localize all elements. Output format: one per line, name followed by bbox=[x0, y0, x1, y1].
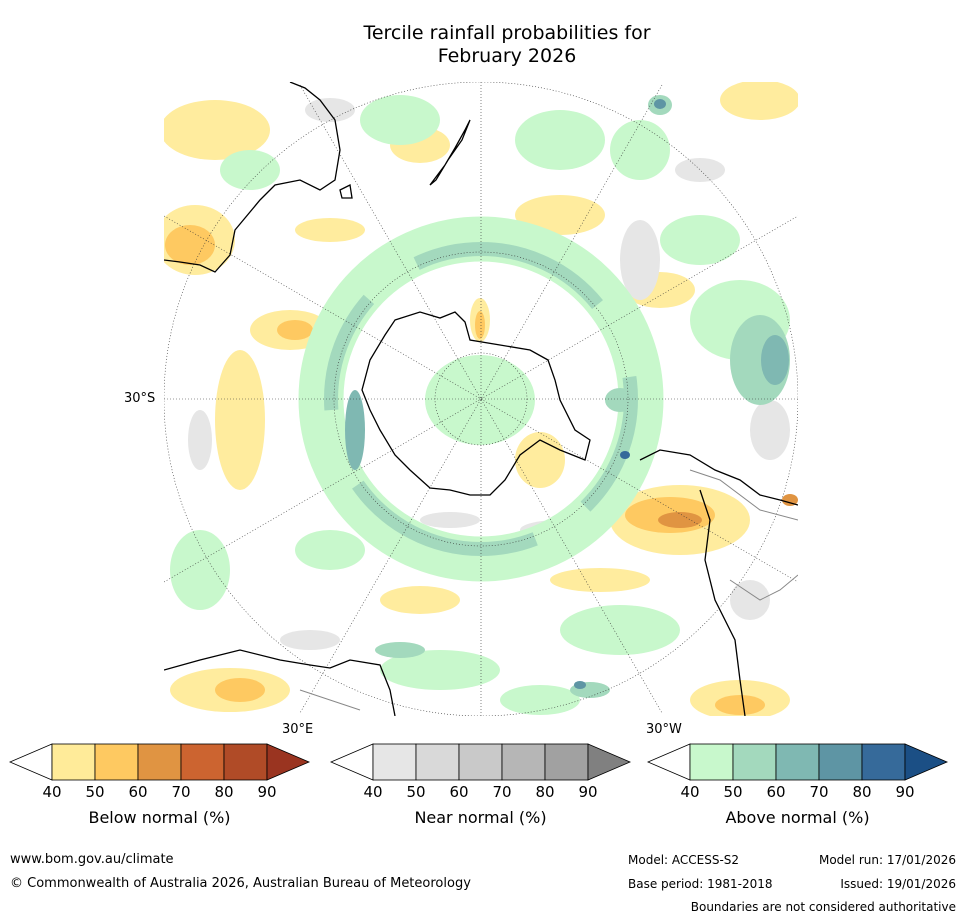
model-run-date: Model run: 17/01/2026 bbox=[818, 853, 956, 867]
colorbar-tick-label: 80 bbox=[852, 783, 872, 801]
map-title: Tercile rainfall probabilities for Febru… bbox=[300, 22, 714, 68]
colorbar-tick-label: 40 bbox=[363, 783, 383, 801]
colorbar-tick-label: 40 bbox=[680, 783, 700, 801]
website-link[interactable]: www.bom.gov.au/climate bbox=[10, 852, 174, 867]
colorbar-title-above: Above normal (%) bbox=[725, 808, 870, 827]
lat-label-30s: 30°S bbox=[124, 391, 156, 406]
title-line-2: February 2026 bbox=[437, 45, 577, 67]
copyright-text: © Commonwealth of Australia 2026, Austra… bbox=[10, 876, 471, 891]
colorbar-tick-label: 50 bbox=[406, 783, 426, 801]
lon-label-30e: 30°E bbox=[282, 722, 314, 737]
colorbar-tick-label: 40 bbox=[42, 783, 62, 801]
colorbar-title-below: Below normal (%) bbox=[88, 808, 231, 827]
colorbar-tick-label: 90 bbox=[578, 783, 598, 801]
colorbar-tick-label: 60 bbox=[128, 783, 148, 801]
country-boundaries bbox=[299, 469, 798, 711]
colorbar-tick-label: 90 bbox=[257, 783, 277, 801]
colorbar-tick-label: 70 bbox=[492, 783, 512, 801]
model-name: Model: ACCESS-S2 bbox=[628, 853, 740, 867]
colorbar-tick-label: 80 bbox=[535, 783, 555, 801]
colorbar-tick-label: 50 bbox=[723, 783, 743, 801]
lon-label-30w: 30°W bbox=[646, 722, 682, 737]
boundaries-disclaimer: Boundaries are not considered authoritat… bbox=[690, 900, 956, 914]
above-normal-60-plus bbox=[345, 99, 789, 689]
coastlines bbox=[164, 82, 798, 716]
below-normal-70 bbox=[658, 494, 798, 528]
colorbar-tick-label: 80 bbox=[214, 783, 234, 801]
colorbar-tick-label: 70 bbox=[809, 783, 829, 801]
map-gridlines bbox=[164, 82, 798, 716]
colorbar-tick-label: 70 bbox=[171, 783, 191, 801]
colorbar-tick-label: 60 bbox=[449, 783, 469, 801]
colorbar-title-near: Near normal (%) bbox=[414, 808, 547, 827]
colorbar-tick-label: 60 bbox=[766, 783, 786, 801]
title-line-1: Tercile rainfall probabilities for bbox=[363, 22, 651, 44]
base-period: Base period: 1981-2018 bbox=[628, 877, 773, 891]
issued-date: Issued: 19/01/2026 bbox=[840, 877, 956, 891]
colorbar-tick-label: 50 bbox=[85, 783, 105, 801]
colorbar-tick-label: 90 bbox=[895, 783, 915, 801]
